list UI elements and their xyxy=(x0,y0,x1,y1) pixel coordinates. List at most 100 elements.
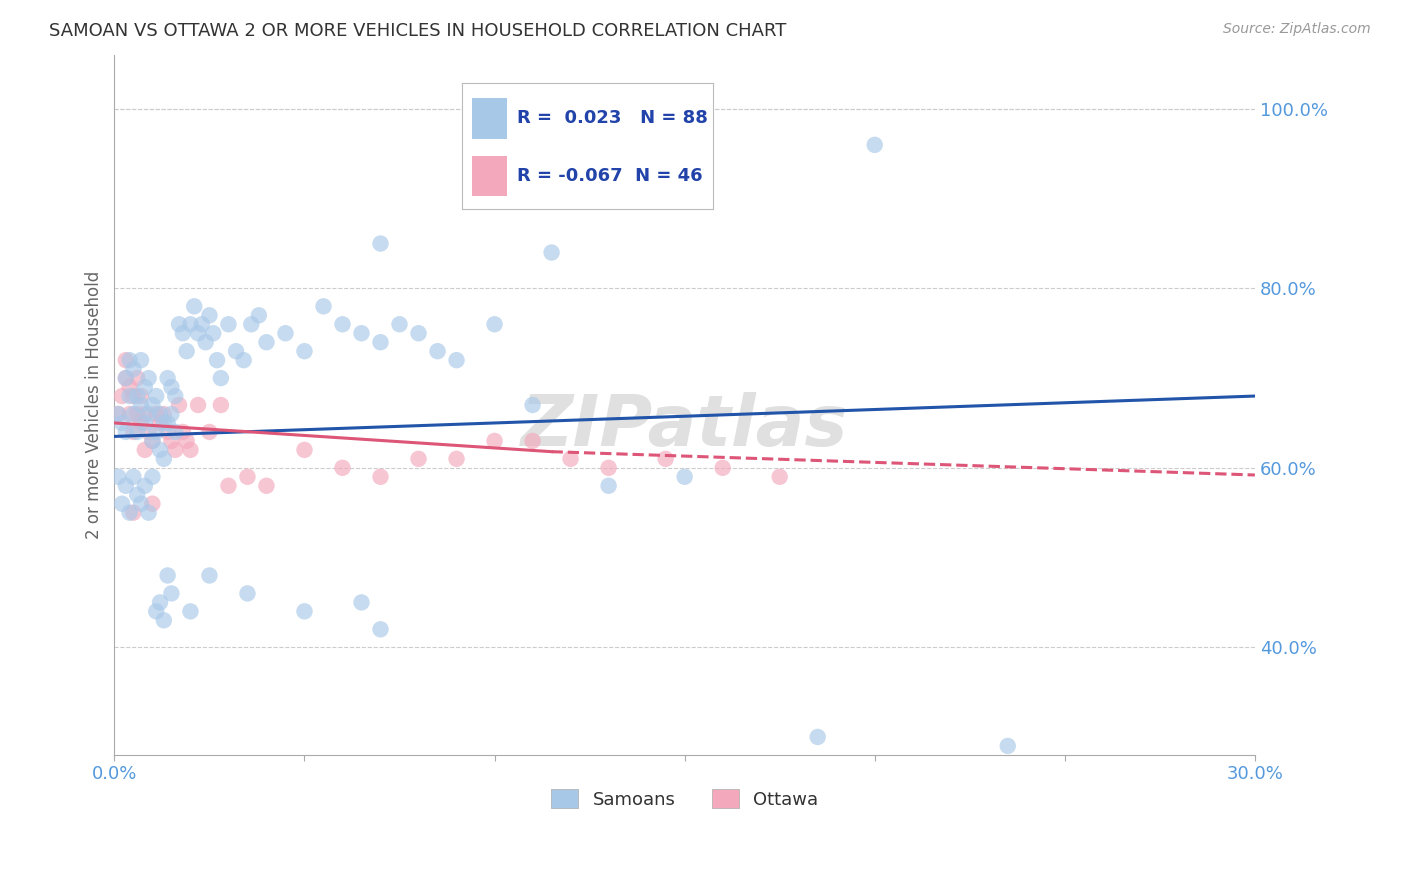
Point xyxy=(426,344,449,359)
Point xyxy=(240,318,263,332)
Point xyxy=(202,326,225,341)
Point xyxy=(388,318,411,332)
Point xyxy=(165,425,187,439)
Point xyxy=(187,326,209,341)
Point xyxy=(205,353,228,368)
Point xyxy=(145,389,167,403)
Point xyxy=(598,479,620,493)
Point xyxy=(350,326,373,341)
Point xyxy=(134,380,156,394)
Point xyxy=(172,326,194,341)
Point xyxy=(122,506,145,520)
Point xyxy=(160,586,183,600)
Point xyxy=(122,362,145,376)
Point xyxy=(167,398,190,412)
Text: Source: ZipAtlas.com: Source: ZipAtlas.com xyxy=(1223,22,1371,37)
Point xyxy=(114,353,136,368)
Point xyxy=(198,568,221,582)
Point xyxy=(111,497,134,511)
Point xyxy=(134,479,156,493)
Point xyxy=(312,299,335,313)
Point xyxy=(118,407,141,421)
Point xyxy=(408,326,430,341)
Point xyxy=(179,604,201,618)
Point xyxy=(114,425,136,439)
Point xyxy=(127,389,149,403)
Point xyxy=(145,407,167,421)
Point xyxy=(149,416,172,430)
Point xyxy=(138,407,160,421)
Point xyxy=(156,425,179,439)
Point xyxy=(247,308,270,322)
Point xyxy=(997,739,1019,753)
Text: ZIPatlas: ZIPatlas xyxy=(522,392,848,460)
Point xyxy=(446,451,468,466)
Point xyxy=(127,425,149,439)
Point xyxy=(654,451,676,466)
Point xyxy=(134,407,156,421)
Point xyxy=(256,335,278,350)
Point xyxy=(540,245,562,260)
Point xyxy=(350,595,373,609)
Point xyxy=(522,434,544,448)
Point xyxy=(127,488,149,502)
Point xyxy=(198,425,221,439)
Point xyxy=(198,308,221,322)
Point xyxy=(129,389,152,403)
Point xyxy=(191,318,214,332)
Point xyxy=(194,335,217,350)
Point xyxy=(111,389,134,403)
Point xyxy=(141,434,163,448)
Point xyxy=(711,460,734,475)
Point xyxy=(179,442,201,457)
Point xyxy=(149,442,172,457)
Point xyxy=(156,568,179,582)
Point xyxy=(256,479,278,493)
Point xyxy=(122,425,145,439)
Point xyxy=(274,326,297,341)
Point xyxy=(127,371,149,385)
Point xyxy=(236,586,259,600)
Point xyxy=(145,604,167,618)
Y-axis label: 2 or more Vehicles in Household: 2 or more Vehicles in Household xyxy=(86,271,103,539)
Point xyxy=(165,389,187,403)
Legend: Samoans, Ottawa: Samoans, Ottawa xyxy=(544,782,825,816)
Point xyxy=(114,371,136,385)
Point xyxy=(153,416,176,430)
Point xyxy=(332,460,354,475)
Point xyxy=(118,353,141,368)
Point xyxy=(149,595,172,609)
Point xyxy=(141,398,163,412)
Point xyxy=(370,622,392,636)
Point xyxy=(598,460,620,475)
Point xyxy=(236,470,259,484)
Point xyxy=(118,380,141,394)
Point xyxy=(153,613,176,627)
Point xyxy=(138,425,160,439)
Point xyxy=(446,353,468,368)
Point xyxy=(187,398,209,412)
Point xyxy=(484,318,506,332)
Point xyxy=(149,407,172,421)
Point xyxy=(107,407,129,421)
Point xyxy=(134,416,156,430)
Point xyxy=(160,434,183,448)
Point xyxy=(294,442,316,457)
Point xyxy=(156,371,179,385)
Point xyxy=(138,506,160,520)
Point xyxy=(769,470,792,484)
Point xyxy=(673,470,696,484)
Point xyxy=(172,425,194,439)
Point xyxy=(167,318,190,332)
Point xyxy=(408,451,430,466)
Point xyxy=(217,479,239,493)
Point xyxy=(209,398,232,412)
Point xyxy=(107,470,129,484)
Point xyxy=(370,236,392,251)
Point xyxy=(165,442,187,457)
Point xyxy=(294,604,316,618)
Point xyxy=(122,407,145,421)
Point xyxy=(129,353,152,368)
Point xyxy=(134,442,156,457)
Text: SAMOAN VS OTTAWA 2 OR MORE VEHICLES IN HOUSEHOLD CORRELATION CHART: SAMOAN VS OTTAWA 2 OR MORE VEHICLES IN H… xyxy=(49,22,786,40)
